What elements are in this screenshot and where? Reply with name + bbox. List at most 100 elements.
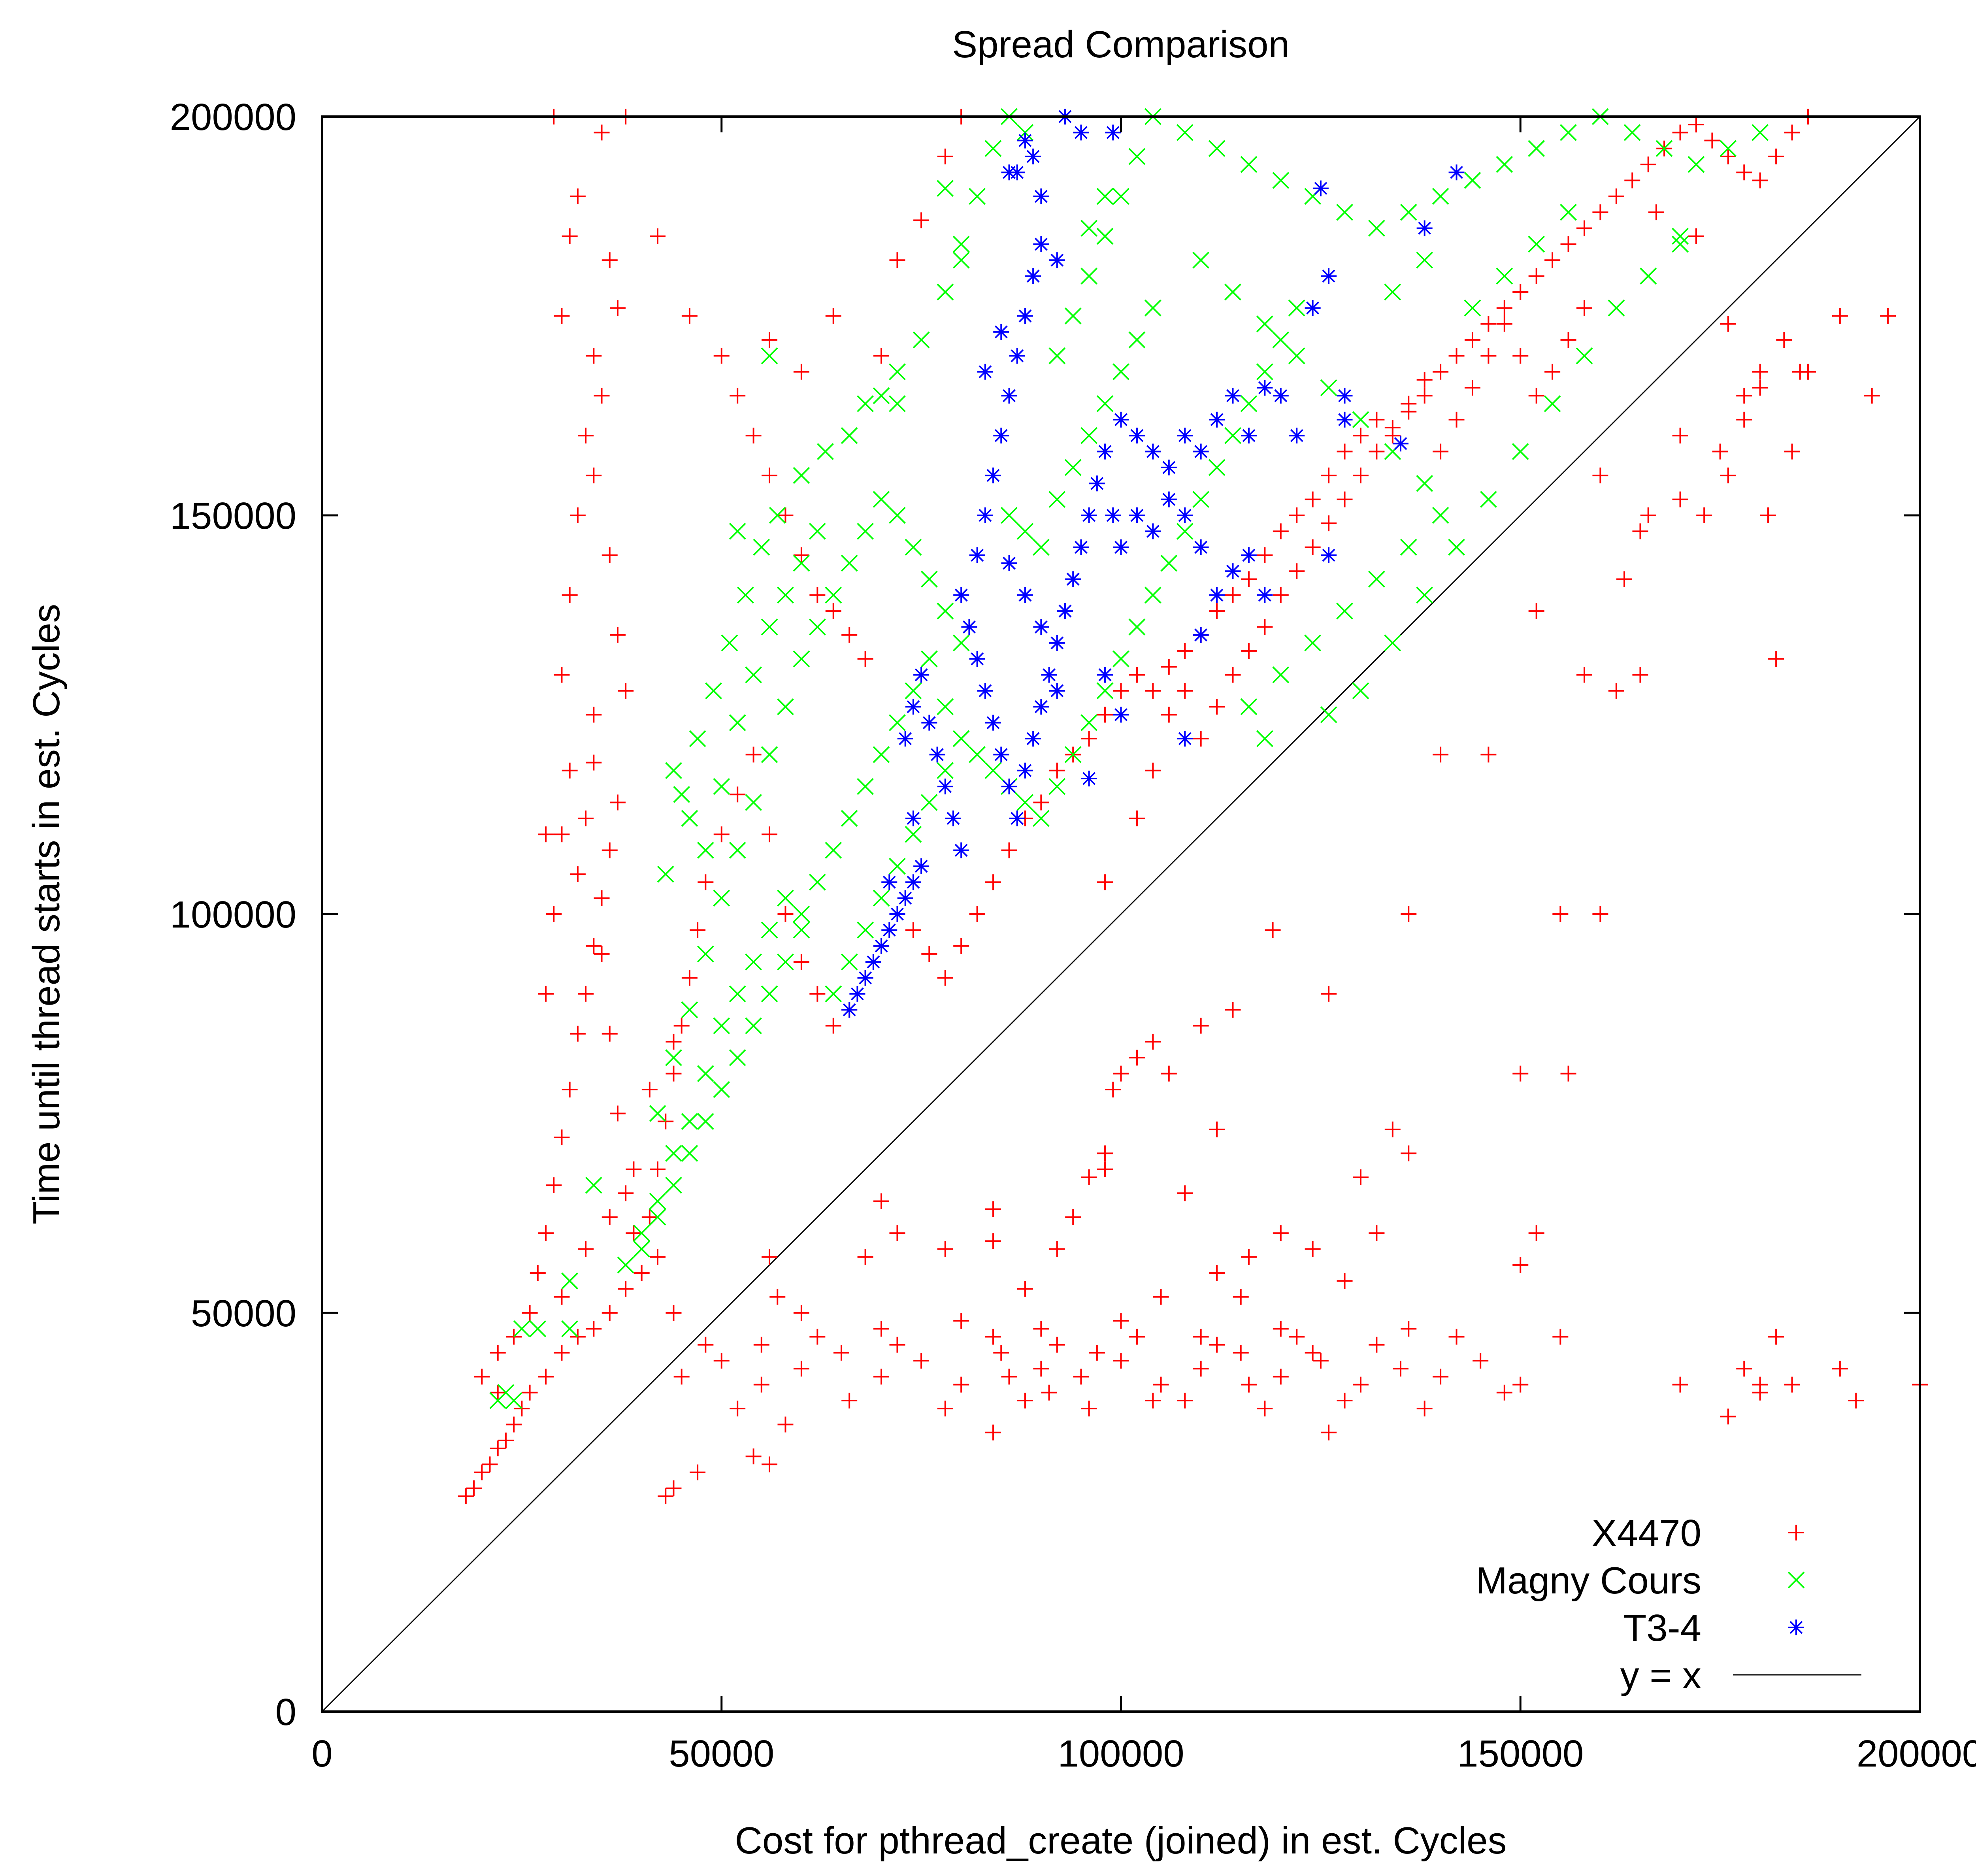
series-t3-4 (841, 109, 1465, 1018)
data-point (1176, 124, 1194, 141)
data-point (889, 252, 905, 268)
data-point (1289, 507, 1305, 523)
data-point (761, 746, 778, 763)
data-point (745, 1448, 762, 1465)
data-point (1464, 332, 1480, 348)
data-point (1752, 172, 1768, 189)
data-point (1496, 268, 1513, 285)
data-point (578, 986, 594, 1002)
data-point (657, 865, 674, 883)
data-point (769, 1289, 786, 1305)
data-point (1065, 1209, 1081, 1225)
data-point (905, 699, 921, 715)
data-point (1648, 204, 1664, 221)
data-point (985, 715, 1001, 731)
data-point (1129, 1329, 1145, 1345)
data-point (1337, 388, 1353, 404)
data-point (1473, 1353, 1489, 1369)
data-point (1128, 618, 1146, 635)
data-point (546, 1177, 562, 1193)
data-point (641, 1209, 658, 1225)
data-point (730, 786, 746, 803)
data-point (1033, 794, 1049, 811)
data-point (1433, 364, 1449, 380)
data-point (1209, 1337, 1225, 1353)
data-point (905, 539, 922, 556)
data-point (1369, 411, 1385, 428)
data-point (1289, 1329, 1305, 1345)
data-point (1432, 507, 1449, 524)
data-point (1312, 1353, 1329, 1369)
data-point (1401, 1145, 1417, 1161)
data-point (1321, 1424, 1337, 1440)
data-point (1041, 667, 1057, 683)
data-point (665, 1049, 682, 1066)
data-point (697, 1113, 714, 1130)
data-point (1272, 331, 1290, 349)
data-point (881, 922, 897, 938)
data-point (1081, 507, 1097, 523)
data-point (1177, 1185, 1193, 1201)
data-point (985, 1201, 1001, 1217)
data-point (833, 1344, 849, 1361)
series-x4470 (458, 109, 1928, 1505)
data-point (730, 1401, 746, 1417)
data-point (1225, 587, 1241, 603)
data-point (1273, 1321, 1289, 1337)
data-point (1736, 1361, 1752, 1377)
data-point (1800, 364, 1816, 380)
x-tick-label: 200000 (1857, 1733, 1976, 1775)
data-point (745, 428, 762, 444)
data-point (937, 970, 953, 986)
data-point (1112, 650, 1129, 667)
data-point (762, 332, 778, 348)
data-point (490, 1384, 506, 1401)
data-point (1672, 124, 1688, 141)
data-point (769, 507, 786, 524)
data-point (1161, 659, 1177, 675)
data-point (793, 921, 810, 939)
data-point (1113, 1065, 1129, 1082)
data-point (1576, 220, 1592, 236)
data-point (609, 794, 626, 811)
data-point (650, 1249, 666, 1265)
data-point (690, 1464, 706, 1480)
data-point (1080, 268, 1098, 285)
data-point (554, 1129, 570, 1146)
data-point (562, 762, 578, 779)
data-point (1592, 468, 1608, 484)
data-point (650, 228, 666, 244)
data-point (1081, 770, 1097, 786)
data-point (1672, 228, 1689, 245)
data-point (1448, 411, 1465, 428)
data-point (530, 1265, 546, 1281)
data-point (1416, 388, 1433, 404)
data-point (601, 842, 618, 858)
data-point (618, 1281, 634, 1297)
data-point (793, 1305, 809, 1321)
data-point (1209, 1265, 1225, 1281)
data-point (1240, 698, 1258, 715)
data-point (1080, 427, 1098, 444)
data-point (897, 890, 913, 906)
data-point (665, 762, 682, 779)
data-point (1017, 132, 1033, 149)
data-point (825, 842, 842, 859)
data-point (1512, 1257, 1529, 1273)
data-point (762, 826, 778, 843)
data-point (841, 1392, 858, 1408)
data-point (753, 1376, 769, 1393)
data-point (793, 467, 810, 484)
data-point (1240, 395, 1258, 412)
data-point (1305, 491, 1321, 507)
data-point (1496, 316, 1512, 332)
data-point (609, 627, 626, 643)
data-point (538, 826, 554, 843)
data-point (993, 747, 1009, 763)
data-point (1256, 363, 1273, 381)
data-point (1145, 443, 1161, 460)
data-point (985, 1233, 1001, 1249)
data-point (538, 1225, 554, 1241)
data-point (713, 1017, 730, 1034)
data-point (617, 1256, 634, 1274)
